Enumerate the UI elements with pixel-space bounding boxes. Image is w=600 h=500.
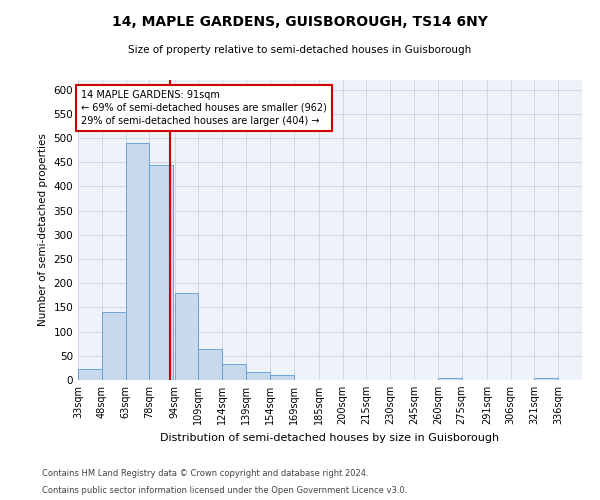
Text: Size of property relative to semi-detached houses in Guisborough: Size of property relative to semi-detach… — [128, 45, 472, 55]
Bar — [175, 293, 199, 380]
Bar — [149, 164, 173, 380]
Bar — [270, 375, 293, 380]
Bar — [438, 378, 461, 380]
Bar — [199, 348, 222, 380]
Bar — [102, 312, 125, 380]
Text: 14, MAPLE GARDENS, GUISBOROUGH, TS14 6NY: 14, MAPLE GARDENS, GUISBOROUGH, TS14 6NY — [112, 15, 488, 29]
Bar — [222, 364, 246, 380]
X-axis label: Distribution of semi-detached houses by size in Guisborough: Distribution of semi-detached houses by … — [160, 432, 500, 442]
Bar — [246, 372, 270, 380]
Text: Contains public sector information licensed under the Open Government Licence v3: Contains public sector information licen… — [42, 486, 407, 495]
Bar — [535, 378, 558, 380]
Text: Contains HM Land Registry data © Crown copyright and database right 2024.: Contains HM Land Registry data © Crown c… — [42, 468, 368, 477]
Y-axis label: Number of semi-detached properties: Number of semi-detached properties — [38, 134, 48, 326]
Text: 14 MAPLE GARDENS: 91sqm
← 69% of semi-detached houses are smaller (962)
29% of s: 14 MAPLE GARDENS: 91sqm ← 69% of semi-de… — [81, 90, 327, 126]
Bar — [78, 369, 102, 380]
Bar — [125, 143, 149, 380]
